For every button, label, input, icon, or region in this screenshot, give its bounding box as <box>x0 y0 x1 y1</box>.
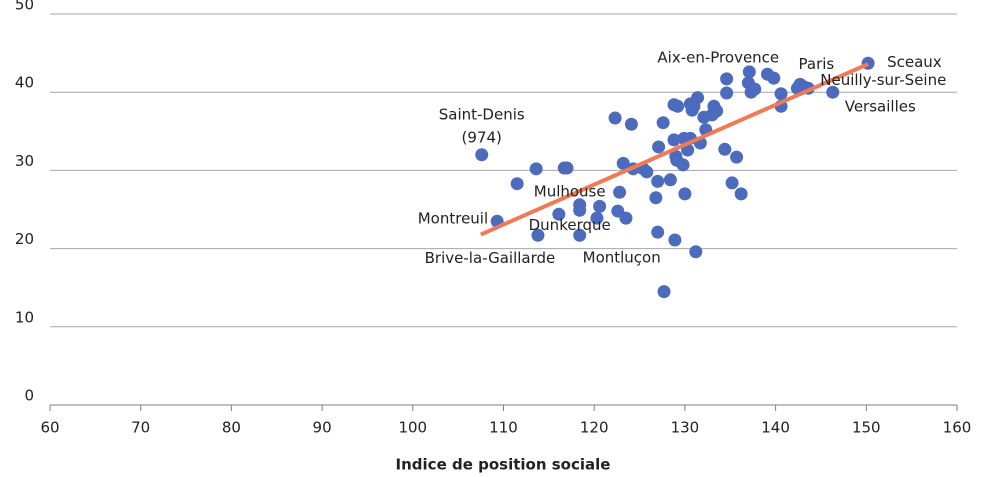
x-tick-label: 80 <box>222 419 241 437</box>
y-tick-label: 10 <box>15 308 34 326</box>
annotation: Mulhouse <box>534 182 606 200</box>
point <box>657 285 671 299</box>
x-tick-label: 130 <box>671 419 700 437</box>
point <box>560 161 574 175</box>
annotation: Montluçon <box>583 249 661 267</box>
point <box>678 187 692 201</box>
point <box>608 111 622 125</box>
annotation: Brive-la-Gaillarde <box>425 249 556 267</box>
point <box>649 191 663 205</box>
point <box>748 82 762 96</box>
point <box>689 245 703 259</box>
point <box>774 87 788 101</box>
point <box>718 142 732 156</box>
point <box>826 85 840 99</box>
point <box>475 148 489 162</box>
trend-line <box>480 62 869 237</box>
point <box>616 156 630 170</box>
x-tick-label: 70 <box>131 419 150 437</box>
point <box>671 99 685 113</box>
point <box>573 228 587 242</box>
annotation: Montreuil <box>418 210 488 228</box>
y-tick-label: 30 <box>15 152 34 170</box>
point <box>573 203 587 217</box>
x-tick-label: 100 <box>398 419 427 437</box>
point <box>720 86 734 100</box>
y-tick-label: 20 <box>15 230 34 248</box>
point <box>590 211 604 225</box>
point <box>619 211 633 225</box>
point <box>656 116 670 130</box>
point <box>734 187 748 201</box>
y-tick-label: 50 <box>15 0 34 14</box>
point <box>668 233 682 247</box>
annotation: Neuilly-sur-Seine <box>820 71 946 89</box>
point <box>691 91 705 105</box>
point <box>510 177 524 191</box>
point <box>720 72 734 86</box>
annotation: Sceaux <box>887 53 942 71</box>
point <box>640 165 654 179</box>
annotation: Versailles <box>845 98 916 116</box>
annotation: Paris <box>799 55 835 73</box>
point <box>624 117 638 131</box>
x-tick-label: 60 <box>40 419 59 437</box>
point <box>676 158 690 172</box>
point <box>725 176 739 190</box>
x-tick-label: 110 <box>489 419 518 437</box>
point <box>531 228 545 242</box>
annotation: Saint-Denis <box>439 105 525 123</box>
point <box>552 207 566 221</box>
point <box>652 140 666 154</box>
point <box>667 133 681 147</box>
x-tick-label: 140 <box>761 419 790 437</box>
point <box>593 199 607 213</box>
x-tick-label: 120 <box>580 419 609 437</box>
y-tick-label: 40 <box>15 74 34 92</box>
annotation: Dunkerque <box>529 216 611 234</box>
point <box>710 104 724 118</box>
point <box>529 162 543 176</box>
y-tick-label: 0 <box>24 387 34 405</box>
point <box>613 185 627 199</box>
point <box>651 225 665 239</box>
point <box>767 71 781 85</box>
x-tick-label: 90 <box>313 419 332 437</box>
x-tick-label: 150 <box>852 419 881 437</box>
point <box>742 65 756 79</box>
point <box>730 150 744 164</box>
annotation: (974) <box>462 128 502 146</box>
point <box>663 173 677 187</box>
x-tick-label: 160 <box>943 419 972 437</box>
point <box>651 174 665 188</box>
annotation: Aix-en-Provence <box>657 48 779 66</box>
x-axis-title: Indice de position sociale <box>396 456 611 474</box>
